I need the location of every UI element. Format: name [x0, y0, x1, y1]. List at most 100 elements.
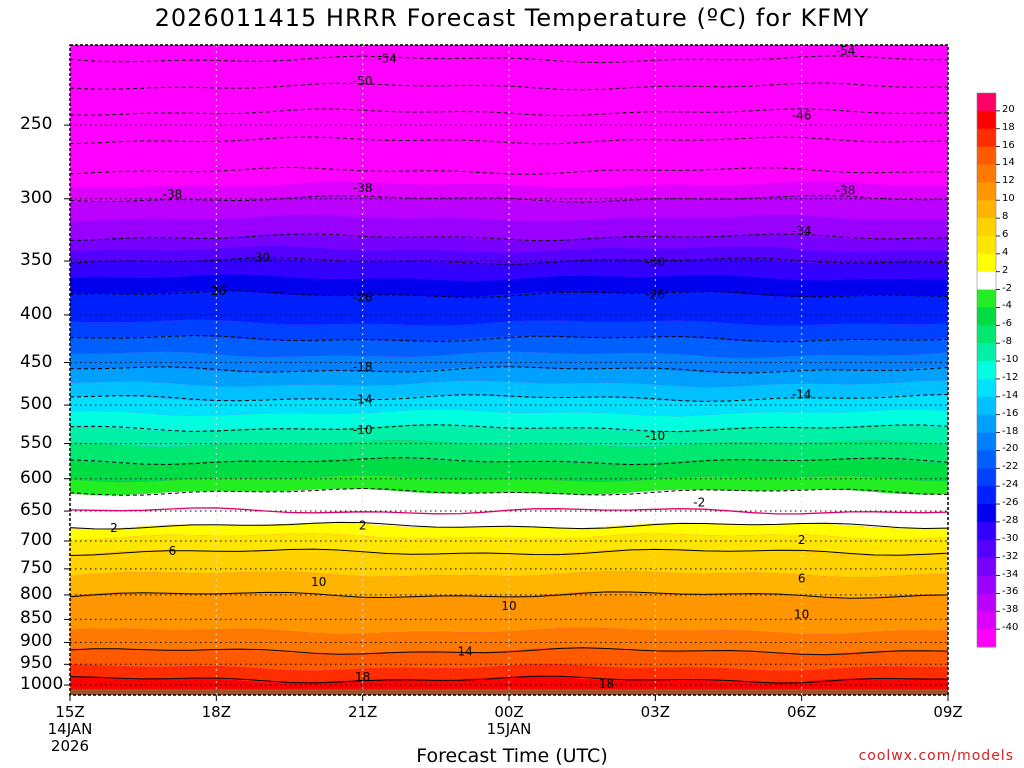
contour-label: -10 [646, 429, 666, 443]
isotherm-line [70, 591, 948, 599]
colorbar-label: -2 [1002, 282, 1012, 294]
contour-label-text: -26 [207, 284, 227, 298]
colorbar-label: -6 [1002, 318, 1012, 330]
y-tick-label: 400 [20, 303, 53, 324]
colorbar-swatch [977, 611, 996, 630]
contour-label: -14 [792, 387, 812, 401]
colorbar-label: 14 [1002, 157, 1015, 169]
colorbar-swatch [977, 414, 996, 434]
contour-label: 10 [501, 599, 516, 613]
contour-label: -46 [792, 108, 812, 122]
colorbar-swatch [977, 325, 996, 344]
y-tick-label: 750 [20, 557, 53, 578]
contour-label-text: -10 [353, 423, 373, 437]
isotherm-line [70, 548, 948, 556]
contour-label: -26 [207, 284, 227, 298]
colorbar-swatch [977, 432, 996, 451]
contour-label: 10 [311, 575, 326, 589]
y-tick-label: 600 [20, 467, 53, 488]
contour-label: 18 [599, 677, 614, 691]
temperature-band [70, 181, 948, 203]
colorbar-swatch [977, 218, 996, 237]
contour-label-text: -38 [353, 181, 373, 195]
colorbar-label: -20 [1002, 443, 1019, 455]
contour-label: 2 [110, 521, 118, 535]
colorbar-swatch [977, 289, 996, 308]
contour-label: 2 [798, 533, 806, 547]
y-tick-label: 1000 [20, 674, 64, 695]
colorbar-label: 12 [1002, 175, 1015, 187]
contour-label-text: -26 [646, 287, 666, 301]
colorbar-swatch [977, 521, 996, 541]
colorbar-swatch [977, 182, 996, 201]
colorbar-swatch [977, 307, 996, 326]
colorbar-swatch [977, 629, 996, 648]
temperature-band [70, 647, 948, 671]
isotherm-line [70, 647, 948, 656]
contour-label: -30 [250, 251, 270, 265]
colorbar-swatch [977, 468, 996, 487]
colorbar-label: -14 [1002, 389, 1019, 401]
contour-label-text: 10 [794, 608, 809, 622]
contour-label: 6 [169, 544, 177, 558]
colorbar-label: -30 [1002, 532, 1019, 544]
contour-label: -54 [377, 52, 397, 66]
colorbar-swatch [977, 539, 996, 559]
temperature-band [70, 457, 948, 483]
y-tick-label: 900 [20, 631, 53, 652]
contour-label-text: -38 [836, 184, 856, 198]
colorbar-swatch [977, 200, 996, 219]
temperature-band [70, 549, 948, 578]
colorbar-label: -4 [1002, 300, 1012, 312]
contour-label-text: -46 [792, 108, 812, 122]
contour-label-text: 10 [501, 599, 516, 613]
contour-label-text: 2 [359, 519, 367, 533]
colorbar-label: -36 [1002, 586, 1019, 598]
colorbar-label: -34 [1002, 568, 1019, 580]
x-tick-label: 09Z [933, 703, 963, 721]
contour-label: -26 [353, 290, 373, 304]
contour-label-text: 2 [110, 521, 118, 535]
contour-label-text: 6 [798, 571, 806, 585]
contour-label-text: -14 [792, 387, 812, 401]
y-tick-label: 250 [20, 114, 53, 135]
colorbar-swatch [977, 557, 996, 577]
contour-label: -38 [353, 181, 373, 195]
colorbar-swatch [977, 271, 996, 291]
colorbar-label: -26 [1002, 497, 1019, 509]
x-tick-label: 18Z [201, 703, 232, 721]
contour-label-text: -54 [836, 44, 856, 58]
contour-label: -54 [836, 44, 856, 58]
y-tick-label: 550 [20, 432, 53, 453]
contour-label: -2 [693, 495, 705, 509]
x-tick-label: 06Z [786, 703, 817, 721]
x-tick-label: 15Z 14JAN 2026 [47, 703, 93, 755]
contour-label: -30 [646, 255, 666, 269]
colorbar-label: -10 [1002, 354, 1019, 366]
contour-label-text: 6 [169, 544, 177, 558]
contour-label: -34 [792, 224, 812, 238]
temperature-band [70, 257, 948, 281]
colorbar-swatch [977, 93, 996, 112]
colorbar-swatch [977, 593, 996, 612]
colorbar-swatch [977, 450, 996, 469]
contour-label-text: -54 [377, 52, 397, 66]
y-tick-label: 700 [20, 529, 53, 550]
temperature-band [70, 319, 948, 342]
contour-label: 14 [457, 644, 472, 658]
colorbar-label: 8 [1002, 211, 1009, 223]
x-axis-title: Forecast Time (UTC) [416, 745, 608, 767]
contour-label: 6 [798, 571, 806, 585]
colorbar-swatch [977, 235, 996, 255]
temperature-band [70, 571, 948, 599]
colorbar-label: 4 [1002, 246, 1009, 258]
contour-label-text: -50 [353, 74, 373, 88]
contour-label: -38 [163, 188, 183, 202]
contour-label: -50 [353, 74, 373, 88]
colorbar-label: -16 [1002, 407, 1019, 419]
colorbar-label: 10 [1002, 193, 1015, 205]
contour-label: -26 [646, 287, 666, 301]
isotherm-line [70, 675, 948, 684]
contour-label: 2 [359, 519, 367, 533]
contour-label-text: 10 [311, 575, 326, 589]
